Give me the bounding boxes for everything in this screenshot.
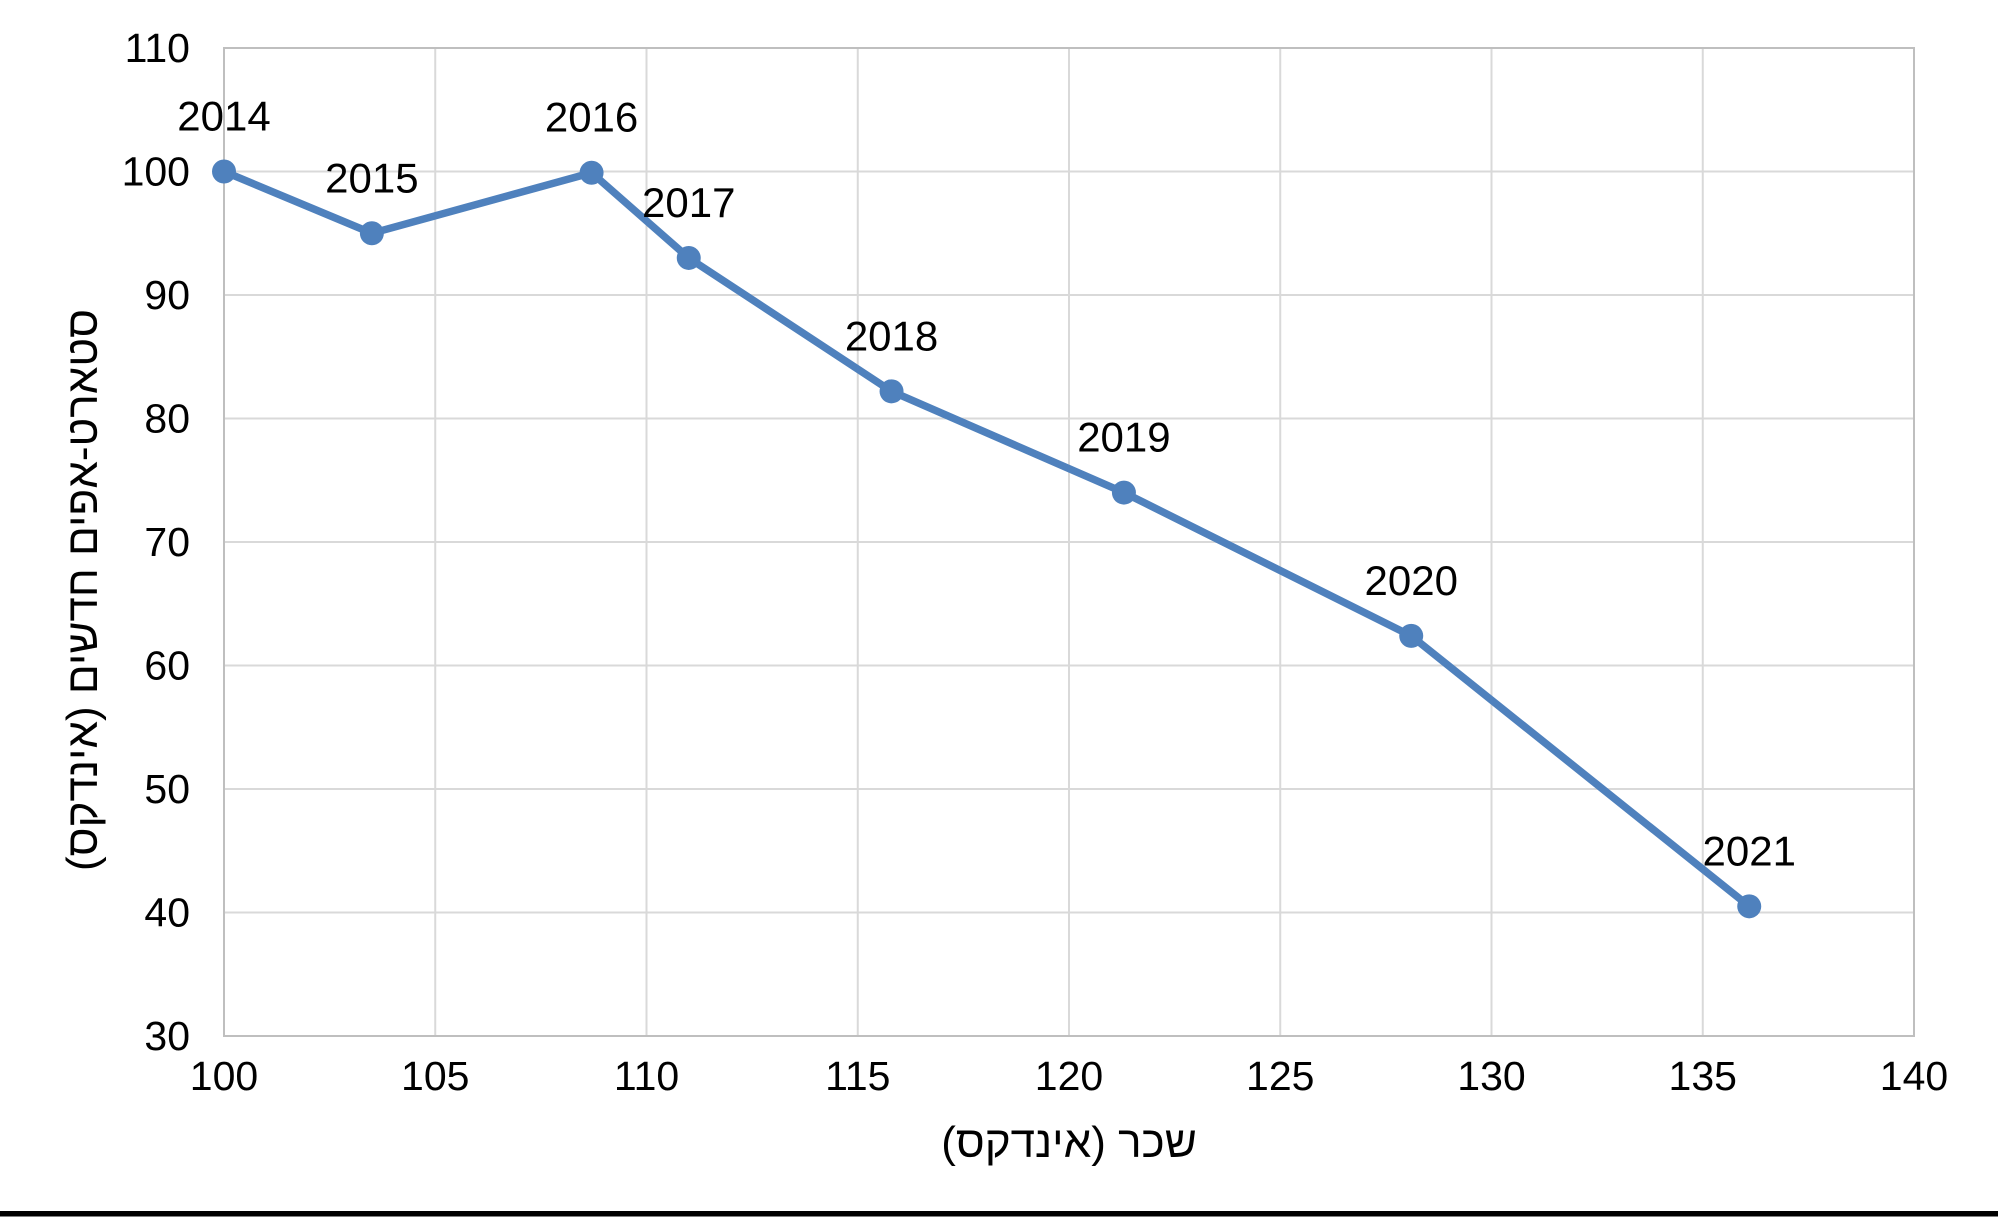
data-point-marker [359, 221, 384, 246]
x-tick-label: 100 [190, 1053, 258, 1099]
x-tick-label: 120 [1035, 1053, 1103, 1099]
y-tick-label: 40 [144, 890, 190, 936]
x-tick-label: 135 [1669, 1053, 1737, 1099]
data-point-label: 2021 [1703, 827, 1796, 874]
plot-border [223, 47, 1915, 1037]
data-point-marker [879, 379, 904, 404]
y-tick-label: 80 [144, 396, 190, 442]
data-point-label: 2017 [642, 179, 735, 226]
y-tick-label: 100 [122, 149, 190, 195]
series-line [220, 167, 1753, 911]
data-point-label: 2016 [545, 94, 638, 141]
bottom-rule-divider [0, 1211, 1998, 1217]
label-layer: 100 105 110 115 120 125 130 135 140 30 40 50 60 70 80 9… [122, 25, 1949, 1099]
data-point-label: 2020 [1365, 557, 1458, 604]
series-layer [212, 159, 1762, 919]
grid-layer [223, 47, 1915, 1037]
x-tick-label: 140 [1880, 1053, 1948, 1099]
y-tick-label: 110 [125, 25, 190, 71]
data-point-marker [676, 245, 701, 270]
data-point-marker [1737, 894, 1762, 919]
data-point-marker [212, 159, 236, 184]
data-point-marker [1399, 623, 1424, 648]
data-point-label: 2014 [177, 93, 270, 140]
x-axis-title: שכר (אינדקס) [941, 1118, 1197, 1167]
y-tick-label: 50 [144, 766, 190, 812]
x-tick-label: 115 [825, 1053, 890, 1099]
y-tick-label: 30 [144, 1013, 190, 1059]
y-axis-title: סטארט-אפים חדשים (אינדקס) [58, 309, 107, 871]
data-point-label: 2015 [325, 154, 418, 201]
data-point-label: 2019 [1077, 414, 1170, 461]
x-tick-label: 105 [401, 1053, 469, 1099]
y-tick-label: 60 [144, 643, 190, 689]
data-point-marker [579, 160, 604, 185]
y-tick-label: 90 [144, 272, 190, 318]
data-point-label: 2018 [845, 312, 938, 359]
x-tick-label: 125 [1246, 1053, 1314, 1099]
y-tick-label: 70 [144, 519, 190, 565]
x-tick-label: 130 [1457, 1053, 1525, 1099]
data-point-marker [1111, 480, 1136, 505]
x-tick-label: 110 [614, 1053, 679, 1099]
